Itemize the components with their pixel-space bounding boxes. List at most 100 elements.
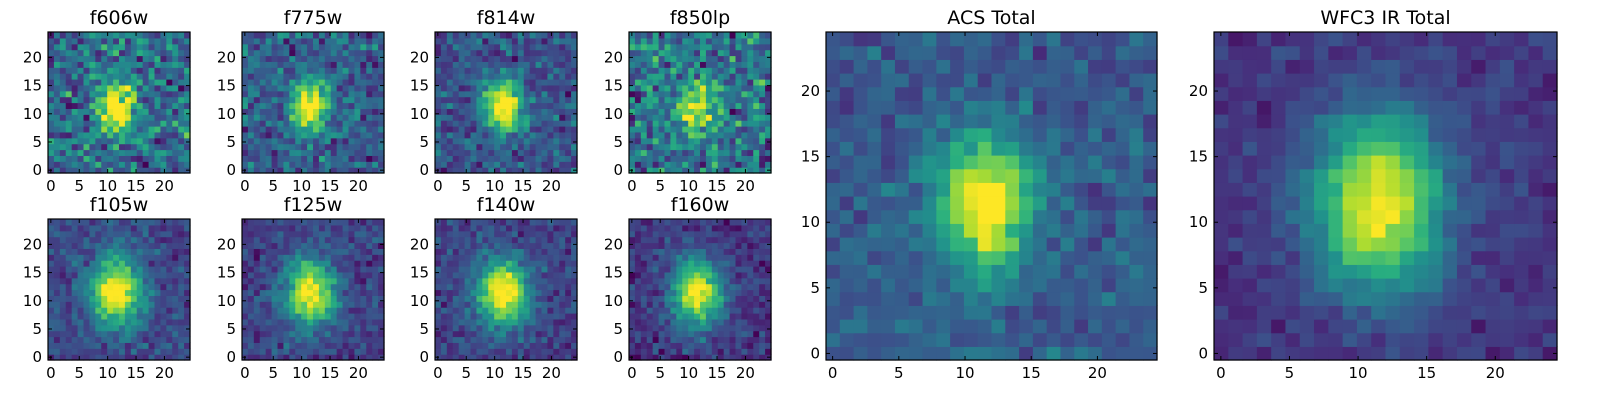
heatmap-cell — [688, 167, 695, 174]
heatmap-cell — [571, 143, 578, 151]
heatmap-cell — [307, 271, 314, 279]
heatmap-cell — [253, 137, 261, 145]
heatmap-cell — [336, 155, 344, 162]
heatmap-cell — [119, 342, 126, 349]
heatmap-cell — [142, 248, 150, 255]
heatmap-cell — [378, 242, 385, 249]
heatmap-cell — [440, 114, 448, 121]
y-tick-label: 15 — [604, 264, 623, 282]
heatmap-cell — [717, 67, 725, 74]
heatmap-cell — [565, 49, 572, 57]
heatmap-cell — [124, 271, 132, 279]
heatmap-cell — [283, 271, 290, 279]
heatmap-cell — [476, 313, 483, 320]
heatmap-cell — [295, 348, 302, 355]
heatmap-cell — [682, 61, 689, 68]
heatmap-cell — [83, 318, 91, 326]
heatmap-cell — [646, 248, 654, 255]
heatmap-cell — [723, 271, 731, 279]
heatmap-cell — [366, 348, 373, 355]
heatmap-cell — [107, 32, 114, 39]
heatmap-cell — [136, 248, 144, 255]
heatmap-cell — [247, 271, 255, 279]
heatmap-cell — [130, 236, 138, 244]
heatmap-cell — [360, 260, 367, 267]
heatmap-cell — [629, 242, 636, 249]
heatmap-cell — [119, 90, 126, 98]
heatmap-cell — [83, 155, 91, 162]
heatmap-cell — [747, 318, 754, 326]
heatmap-cell — [765, 32, 772, 39]
heatmap-cell — [529, 137, 537, 145]
heatmap-cell — [759, 84, 766, 92]
heatmap-cell — [682, 248, 689, 255]
heatmap-cell — [172, 248, 179, 255]
heatmap-cell — [184, 120, 191, 127]
heatmap-cell — [688, 219, 695, 226]
heatmap-cell — [318, 126, 326, 133]
heatmap-cell — [119, 224, 126, 232]
heatmap-cell — [470, 73, 478, 80]
heatmap-cell — [136, 137, 144, 145]
heatmap-cell — [470, 79, 478, 86]
heatmap-cell — [559, 219, 566, 226]
heatmap-cell — [759, 324, 766, 332]
heatmap-cell — [360, 108, 367, 115]
heatmap-cell — [295, 143, 302, 151]
heatmap-cell — [664, 318, 672, 326]
heatmap-cell — [166, 236, 173, 244]
y-tick-label: 20 — [410, 235, 429, 253]
heatmap-cell — [372, 79, 379, 86]
heatmap-cell — [553, 143, 560, 151]
heatmap-cell — [435, 254, 442, 261]
heatmap-cell — [348, 289, 356, 296]
heatmap-cell — [452, 131, 460, 139]
heatmap-cell — [565, 224, 572, 232]
heatmap-cell — [372, 230, 379, 238]
heatmap-cell — [89, 348, 96, 355]
heatmap-cell — [735, 61, 743, 68]
heatmap-cell — [119, 32, 126, 39]
heatmap-cell — [506, 313, 513, 320]
heatmap-cell — [452, 126, 460, 133]
heatmap-cell — [83, 49, 91, 57]
heatmap-cell — [360, 354, 367, 361]
heatmap-cell — [664, 73, 672, 80]
heatmap-cell — [670, 67, 677, 74]
heatmap-cell — [523, 126, 531, 133]
heatmap-cell — [826, 346, 841, 361]
heatmap-cell — [529, 32, 537, 39]
heatmap-cell — [48, 336, 55, 343]
heatmap-cell — [535, 108, 543, 115]
heatmap-cell — [476, 289, 483, 296]
heatmap-cell — [765, 289, 772, 296]
heatmap-cell — [494, 248, 501, 255]
heatmap-cell — [318, 271, 326, 279]
heatmap-cell — [77, 155, 85, 162]
heatmap-cell — [476, 307, 483, 314]
heatmap-cell — [113, 236, 120, 244]
heatmap-cell — [160, 295, 167, 302]
heatmap-cell — [494, 102, 501, 109]
heatmap-cell — [348, 131, 356, 139]
heatmap-cell — [482, 167, 489, 174]
heatmap-cell — [482, 313, 489, 320]
heatmap-cell — [113, 37, 120, 45]
heatmap-cell — [307, 330, 314, 338]
heatmap-cell — [717, 277, 725, 285]
heatmap-cell — [107, 167, 114, 174]
heatmap-cell — [366, 155, 373, 162]
heatmap-cell — [950, 319, 965, 334]
heatmap-cell — [452, 79, 460, 86]
heatmap-cells — [435, 219, 578, 361]
heatmap-cell — [71, 61, 79, 68]
heatmap-cell — [113, 120, 120, 127]
x-tick-label: 15 — [707, 364, 726, 382]
heatmap-cell — [523, 289, 531, 296]
heatmap-cell — [867, 332, 882, 347]
heatmap-cell — [640, 131, 648, 139]
heatmap-cell — [700, 219, 707, 226]
heatmap-cell — [565, 120, 572, 127]
heatmap-cell — [747, 254, 754, 261]
